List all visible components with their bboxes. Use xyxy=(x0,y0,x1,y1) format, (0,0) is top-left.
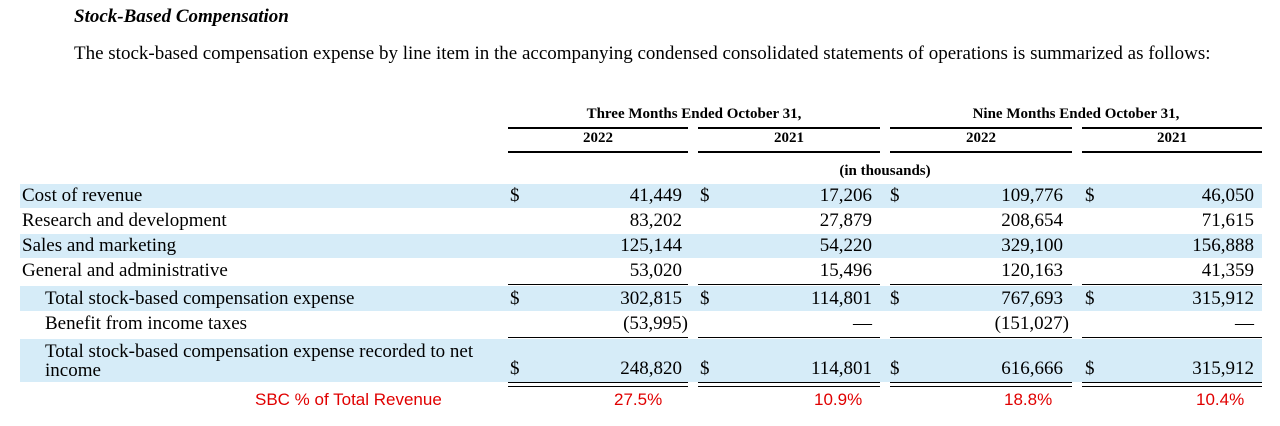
cell-value: 125,144 xyxy=(620,235,682,257)
cell-value: 302,815 xyxy=(620,288,682,310)
intro-paragraph: The stock-based compensation expense by … xyxy=(20,42,1262,66)
table-row: Total stock-based compensation expense $… xyxy=(20,286,1262,311)
cell-value: 315,912 xyxy=(1192,358,1254,380)
cell-value: 27,879 xyxy=(820,210,872,232)
currency-symbol: $ xyxy=(700,185,710,207)
row-label: Research and development xyxy=(22,210,227,232)
subtotal-rule xyxy=(890,284,1072,285)
header-rule xyxy=(508,127,688,129)
table-row: Research and development 83,202 27,879 2… xyxy=(20,209,1262,233)
currency-symbol: $ xyxy=(700,358,710,380)
cell-value: 83,202 xyxy=(630,210,682,232)
cell-value: 54,220 xyxy=(820,235,872,257)
currency-symbol: $ xyxy=(890,288,900,310)
currency-symbol: $ xyxy=(1085,288,1095,310)
table-row: Benefit from income taxes (53,995) — (15… xyxy=(20,312,1262,336)
subtotal-rule xyxy=(508,284,688,285)
cell-value: 767,693 xyxy=(1001,288,1063,310)
sbc-percent-value: 18.8% xyxy=(1004,390,1052,410)
row-label: Sales and marketing xyxy=(22,235,176,257)
subtotal-rule xyxy=(698,337,880,338)
cell-value: 109,776 xyxy=(1001,185,1063,207)
header-rule xyxy=(890,127,1072,129)
cell-value: 71,615 xyxy=(1202,210,1254,232)
total-double-rule xyxy=(508,382,688,387)
header-rule xyxy=(1082,127,1262,129)
year-rule xyxy=(890,151,1072,153)
currency-symbol: $ xyxy=(510,288,520,310)
sbc-percent-label: SBC % of Total Revenue xyxy=(255,390,442,410)
cell-value: 114,801 xyxy=(811,358,872,380)
subtotal-rule xyxy=(890,337,1072,338)
total-double-rule xyxy=(890,382,1072,387)
cell-value: 616,666 xyxy=(1001,358,1063,380)
cell-value: 15,496 xyxy=(820,260,872,282)
currency-symbol: $ xyxy=(890,358,900,380)
row-label: Benefit from income taxes xyxy=(45,313,247,335)
table-row: Total stock-based compensation expense r… xyxy=(20,339,1262,382)
table-row: Sales and marketing 125,144 54,220 329,1… xyxy=(20,234,1262,258)
year-header: 2022 xyxy=(890,130,1072,147)
row-label: income xyxy=(45,360,101,382)
subtotal-rule xyxy=(698,284,880,285)
cell-value: 156,888 xyxy=(1192,235,1254,257)
cell-value: 208,654 xyxy=(1001,210,1063,232)
currency-symbol: $ xyxy=(1085,185,1095,207)
row-label: Total stock-based compensation expense xyxy=(45,288,354,310)
subtotal-rule xyxy=(508,337,688,338)
year-rule xyxy=(698,151,880,153)
cell-value: 120,163 xyxy=(1001,260,1063,282)
table-row: Cost of revenue $ 41,449 $ 17,206 $ 109,… xyxy=(20,184,1262,208)
row-label: Total stock-based compensation expense r… xyxy=(45,341,473,363)
year-header: 2022 xyxy=(508,130,688,147)
currency-symbol: $ xyxy=(510,358,520,380)
cell-value: 41,359 xyxy=(1202,260,1254,282)
currency-symbol: $ xyxy=(890,185,900,207)
sbc-percent-value: 27.5% xyxy=(614,390,662,410)
row-label: General and administrative xyxy=(22,260,228,282)
year-header: 2021 xyxy=(698,130,880,147)
header-rule xyxy=(698,127,880,129)
subtotal-rule xyxy=(1082,337,1262,338)
sbc-percent-value: 10.4% xyxy=(1196,390,1244,410)
units-note: (in thousands) xyxy=(790,163,980,180)
cell-value: 46,050 xyxy=(1202,185,1254,207)
year-header: 2021 xyxy=(1082,130,1262,147)
table-row: General and administrative 53,020 15,496… xyxy=(20,259,1262,283)
header-three-months: Three Months Ended October 31, xyxy=(508,106,880,123)
currency-symbol: $ xyxy=(1085,358,1095,380)
currency-symbol: $ xyxy=(510,185,520,207)
cell-value: 41,449 xyxy=(630,185,682,207)
cell-value: (53,995) xyxy=(623,313,688,335)
total-double-rule xyxy=(1082,382,1262,387)
cell-value: (151,027) xyxy=(995,313,1069,335)
year-rule xyxy=(508,151,688,153)
subtotal-rule xyxy=(1082,284,1262,285)
total-double-rule xyxy=(698,382,880,387)
cell-value: — xyxy=(853,313,872,335)
sbc-percent-value: 10.9% xyxy=(814,390,862,410)
section-title: Stock-Based Compensation xyxy=(74,6,289,28)
cell-value: 17,206 xyxy=(820,185,872,207)
year-rule xyxy=(1082,151,1262,153)
cell-value: — xyxy=(1235,313,1254,335)
cell-value: 329,100 xyxy=(1001,235,1063,257)
row-label: Cost of revenue xyxy=(22,185,142,207)
cell-value: 114,801 xyxy=(811,288,872,310)
cell-value: 315,912 xyxy=(1192,288,1254,310)
header-nine-months: Nine Months Ended October 31, xyxy=(890,106,1262,123)
cell-value: 53,020 xyxy=(630,260,682,282)
currency-symbol: $ xyxy=(700,288,710,310)
cell-value: 248,820 xyxy=(620,358,682,380)
